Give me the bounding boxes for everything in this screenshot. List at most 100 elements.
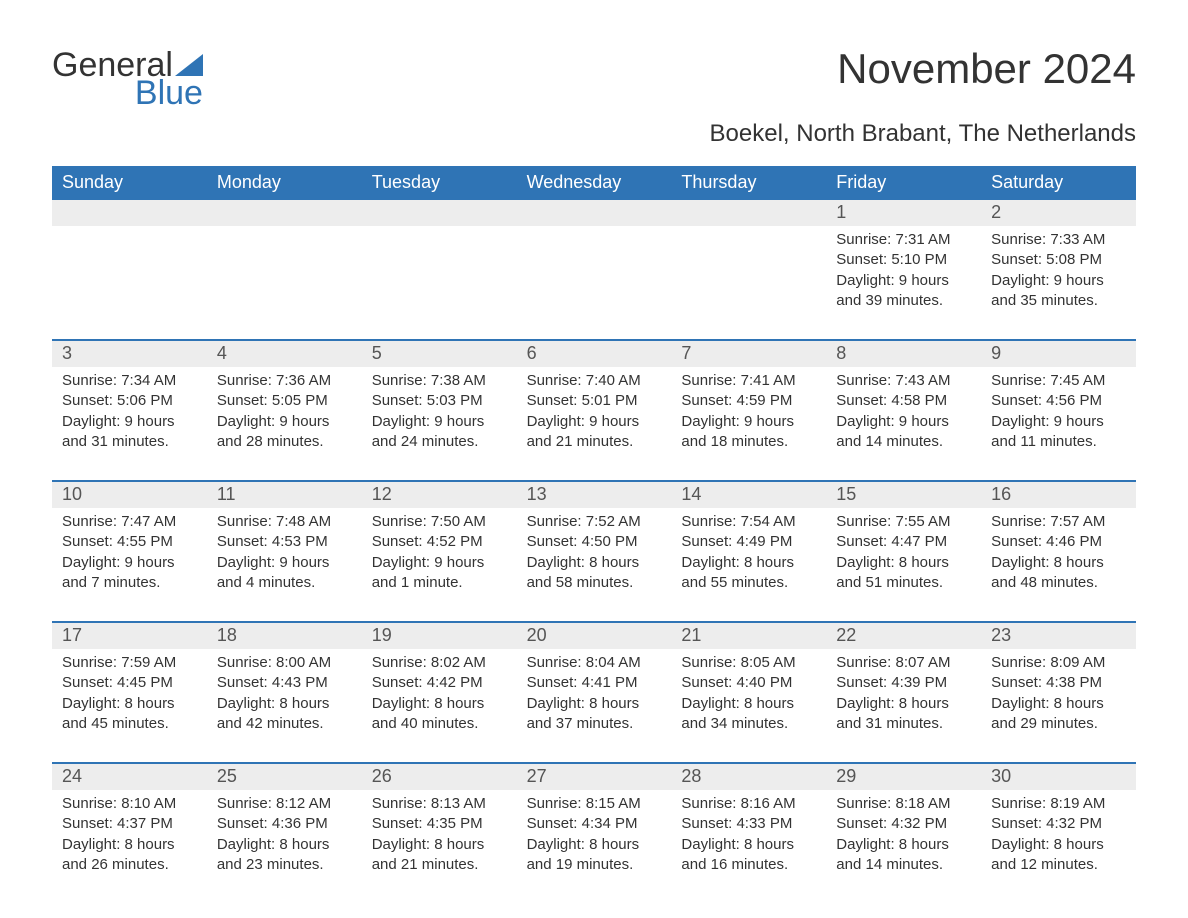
day-daylight2: and 51 minutes. xyxy=(836,573,971,593)
page: General Blue November 2024 Boekel, North… xyxy=(0,0,1188,915)
day-cell: Sunrise: 7:50 AMSunset: 4:52 PMDaylight:… xyxy=(362,508,517,593)
day-daylight1: Daylight: 8 hours xyxy=(681,694,816,714)
day-sunset: Sunset: 4:38 PM xyxy=(991,673,1126,693)
day-cell: Sunrise: 8:19 AMSunset: 4:32 PMDaylight:… xyxy=(981,790,1136,875)
day-sunrise: Sunrise: 7:43 AM xyxy=(836,371,971,391)
calendar-week: 3456789Sunrise: 7:34 AMSunset: 5:06 PMDa… xyxy=(52,339,1136,452)
day-sunrise: Sunrise: 8:12 AM xyxy=(217,794,352,814)
day-sunrise: Sunrise: 7:41 AM xyxy=(681,371,816,391)
day-daylight1: Daylight: 8 hours xyxy=(991,694,1126,714)
calendar-week: 17181920212223Sunrise: 7:59 AMSunset: 4:… xyxy=(52,621,1136,734)
day-daylight1: Daylight: 9 hours xyxy=(217,553,352,573)
day-daylight1: Daylight: 8 hours xyxy=(527,553,662,573)
day-cell: Sunrise: 8:07 AMSunset: 4:39 PMDaylight:… xyxy=(826,649,981,734)
day-number: 2 xyxy=(981,200,1136,226)
day-number: 25 xyxy=(207,764,362,790)
day-daylight2: and 19 minutes. xyxy=(527,855,662,875)
day-daylight1: Daylight: 8 hours xyxy=(62,835,197,855)
day-cell: Sunrise: 7:45 AMSunset: 4:56 PMDaylight:… xyxy=(981,367,1136,452)
day-cell: Sunrise: 8:18 AMSunset: 4:32 PMDaylight:… xyxy=(826,790,981,875)
day-sunrise: Sunrise: 8:00 AM xyxy=(217,653,352,673)
day-cell: Sunrise: 7:54 AMSunset: 4:49 PMDaylight:… xyxy=(671,508,826,593)
day-sunrise: Sunrise: 8:16 AM xyxy=(681,794,816,814)
day-sunset: Sunset: 4:55 PM xyxy=(62,532,197,552)
day-daylight2: and 26 minutes. xyxy=(62,855,197,875)
day-daylight2: and 31 minutes. xyxy=(836,714,971,734)
day-sunrise: Sunrise: 8:15 AM xyxy=(527,794,662,814)
day-sunset: Sunset: 4:35 PM xyxy=(372,814,507,834)
day-sunset: Sunset: 4:41 PM xyxy=(527,673,662,693)
day-daylight1: Daylight: 8 hours xyxy=(62,694,197,714)
day-sunset: Sunset: 4:32 PM xyxy=(836,814,971,834)
day-cell xyxy=(52,226,207,311)
day-daylight2: and 45 minutes. xyxy=(62,714,197,734)
day-daylight1: Daylight: 8 hours xyxy=(681,835,816,855)
day-sunset: Sunset: 4:43 PM xyxy=(217,673,352,693)
day-daylight1: Daylight: 9 hours xyxy=(991,271,1126,291)
day-sunrise: Sunrise: 8:10 AM xyxy=(62,794,197,814)
day-number: 16 xyxy=(981,482,1136,508)
day-number: 26 xyxy=(362,764,517,790)
day-daylight1: Daylight: 8 hours xyxy=(991,835,1126,855)
day-cell: Sunrise: 8:12 AMSunset: 4:36 PMDaylight:… xyxy=(207,790,362,875)
day-number: 11 xyxy=(207,482,362,508)
day-sunset: Sunset: 4:56 PM xyxy=(991,391,1126,411)
day-daylight1: Daylight: 9 hours xyxy=(836,271,971,291)
day-cell: Sunrise: 8:10 AMSunset: 4:37 PMDaylight:… xyxy=(52,790,207,875)
day-sunset: Sunset: 4:34 PM xyxy=(527,814,662,834)
day-daylight1: Daylight: 9 hours xyxy=(681,412,816,432)
day-cell xyxy=(207,226,362,311)
day-sunset: Sunset: 4:59 PM xyxy=(681,391,816,411)
day-daylight2: and 29 minutes. xyxy=(991,714,1126,734)
day-daylight1: Daylight: 8 hours xyxy=(836,553,971,573)
day-daylight2: and 58 minutes. xyxy=(527,573,662,593)
day-daylight2: and 16 minutes. xyxy=(681,855,816,875)
day-number xyxy=(517,200,672,226)
day-daylight2: and 14 minutes. xyxy=(836,432,971,452)
day-sunrise: Sunrise: 8:04 AM xyxy=(527,653,662,673)
day-sunset: Sunset: 4:37 PM xyxy=(62,814,197,834)
day-daylight2: and 18 minutes. xyxy=(681,432,816,452)
day-cell: Sunrise: 7:33 AMSunset: 5:08 PMDaylight:… xyxy=(981,226,1136,311)
day-sunrise: Sunrise: 7:48 AM xyxy=(217,512,352,532)
day-sunset: Sunset: 4:53 PM xyxy=(217,532,352,552)
day-number: 28 xyxy=(671,764,826,790)
day-number: 5 xyxy=(362,341,517,367)
day-number: 22 xyxy=(826,623,981,649)
calendar-header-row: Sunday Monday Tuesday Wednesday Thursday… xyxy=(52,166,1136,200)
day-sunset: Sunset: 5:03 PM xyxy=(372,391,507,411)
day-sunset: Sunset: 5:10 PM xyxy=(836,250,971,270)
weekday-header: Wednesday xyxy=(517,166,672,200)
day-daylight2: and 31 minutes. xyxy=(62,432,197,452)
day-sunrise: Sunrise: 8:13 AM xyxy=(372,794,507,814)
day-sunrise: Sunrise: 7:33 AM xyxy=(991,230,1126,250)
day-number xyxy=(52,200,207,226)
day-number: 7 xyxy=(671,341,826,367)
day-number: 21 xyxy=(671,623,826,649)
day-daylight1: Daylight: 9 hours xyxy=(836,412,971,432)
day-sunrise: Sunrise: 7:38 AM xyxy=(372,371,507,391)
location-subtitle: Boekel, North Brabant, The Netherlands xyxy=(52,120,1136,148)
day-daylight2: and 42 minutes. xyxy=(217,714,352,734)
day-daylight1: Daylight: 9 hours xyxy=(217,412,352,432)
day-sunrise: Sunrise: 7:40 AM xyxy=(527,371,662,391)
day-daylight1: Daylight: 8 hours xyxy=(836,694,971,714)
day-sunset: Sunset: 5:08 PM xyxy=(991,250,1126,270)
day-sunrise: Sunrise: 7:47 AM xyxy=(62,512,197,532)
day-number: 10 xyxy=(52,482,207,508)
daynum-row: 24252627282930 xyxy=(52,764,1136,790)
day-daylight1: Daylight: 8 hours xyxy=(836,835,971,855)
day-daylight2: and 34 minutes. xyxy=(681,714,816,734)
day-cell: Sunrise: 7:40 AMSunset: 5:01 PMDaylight:… xyxy=(517,367,672,452)
day-cell: Sunrise: 7:48 AMSunset: 4:53 PMDaylight:… xyxy=(207,508,362,593)
day-daylight2: and 40 minutes. xyxy=(372,714,507,734)
day-cell: Sunrise: 8:04 AMSunset: 4:41 PMDaylight:… xyxy=(517,649,672,734)
day-cell: Sunrise: 7:52 AMSunset: 4:50 PMDaylight:… xyxy=(517,508,672,593)
weekday-header: Tuesday xyxy=(362,166,517,200)
day-cell: Sunrise: 8:09 AMSunset: 4:38 PMDaylight:… xyxy=(981,649,1136,734)
day-cell: Sunrise: 7:59 AMSunset: 4:45 PMDaylight:… xyxy=(52,649,207,734)
day-number: 24 xyxy=(52,764,207,790)
day-cell: Sunrise: 7:34 AMSunset: 5:06 PMDaylight:… xyxy=(52,367,207,452)
calendar-body: 12Sunrise: 7:31 AMSunset: 5:10 PMDayligh… xyxy=(52,200,1136,875)
day-cell xyxy=(517,226,672,311)
